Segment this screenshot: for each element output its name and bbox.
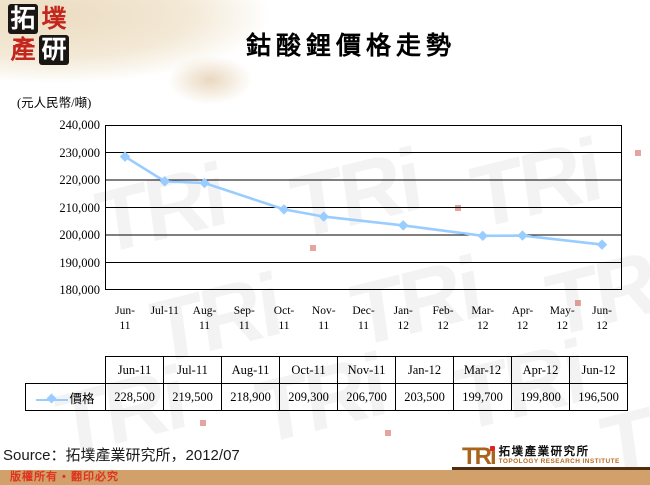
price-line-chart xyxy=(105,125,622,290)
y-axis-tick-label: 240,000 xyxy=(59,118,100,132)
table-header-cell: Mar-12 xyxy=(453,356,512,384)
watermark-red-dot-icon xyxy=(200,420,206,426)
price-series-line xyxy=(124,155,603,246)
y-axis-tick-label: 190,000 xyxy=(59,255,100,270)
table-header-cell: Aug-11 xyxy=(221,356,280,384)
table-value-cell: 219,500 xyxy=(163,383,222,411)
tri-logo-names: 拓墣產業研究所 TOPOLOGY RESEARCH INSTITUTE xyxy=(499,446,620,467)
y-axis-tick-label: 210,000 xyxy=(59,200,100,215)
x-axis-tick-label: Jan- 12 xyxy=(393,305,413,332)
x-axis-tick-label: Jul-11 xyxy=(150,305,179,317)
logo-char: 墣 xyxy=(41,6,67,33)
table-value-cell: 203,500 xyxy=(395,383,454,411)
table-value-cell: 206,700 xyxy=(337,383,396,411)
data-point-diamond-marker xyxy=(278,204,290,215)
copyright-bar: 版權所有 • 翻印必究 xyxy=(0,470,650,485)
watermark-red-dot-icon xyxy=(385,430,391,436)
data-point-diamond-marker xyxy=(477,230,488,242)
x-axis-tick-labels: Jun- 11 Jul-11 Aug- 11 Sep- 11 Oct- 11 Nov- 11 Dec-… xyxy=(105,304,622,340)
x-axis-tick-label: Apr- 12 xyxy=(511,305,534,332)
tri-logo: TRi 拓墣產業研究所 TOPOLOGY RESEARCH INSTITUTE xyxy=(452,443,650,470)
watermark-red-dot-icon xyxy=(635,150,641,156)
table-header-cell: Jun-11 xyxy=(105,356,164,384)
page-title: 鈷酸鋰價格走勢 xyxy=(245,33,456,60)
table-value-cell: 199,800 xyxy=(511,383,570,411)
data-point-diamond-marker xyxy=(318,211,329,222)
table-header-cell: Nov-11 xyxy=(337,356,396,384)
x-axis-tick-label: May- 12 xyxy=(549,305,575,332)
series-legend-cell: 價格 xyxy=(25,383,106,411)
y-axis-tick-label: 200,000 xyxy=(59,228,100,242)
x-axis-tick-label: Aug- 11 xyxy=(192,305,217,332)
x-axis-tick-label: Feb- 12 xyxy=(432,305,454,332)
table-value-cell: 218,900 xyxy=(221,383,280,411)
y-axis-tick-label: 230,000 xyxy=(59,145,100,160)
x-axis-tick-label: Nov- 11 xyxy=(311,305,336,332)
table-header-cell: Oct-11 xyxy=(279,356,338,384)
x-axis-tick-label: Jun- 12 xyxy=(592,305,612,332)
copyright-text: 版權所有 • 翻印必究 xyxy=(10,471,119,483)
x-axis-tick-label: Mar- 12 xyxy=(471,305,495,332)
data-point-diamond-marker xyxy=(199,177,210,189)
table-value-cell: 199,700 xyxy=(453,383,512,411)
y-axis-tick-label: 180,000 xyxy=(59,283,100,297)
tri-logo-red-dot-icon xyxy=(489,446,495,451)
table-header-cell: Jul-11 xyxy=(163,356,222,384)
logo-char: 拓 xyxy=(8,4,38,34)
x-axis-tick-label: Oct- 11 xyxy=(273,305,295,332)
y-axis-tick-label: 220,000 xyxy=(59,173,100,187)
table-header-cell: Apr-12 xyxy=(511,356,570,384)
company-logo: 拓 墣 產 研 xyxy=(8,4,69,65)
data-point-diamond-marker xyxy=(398,220,409,231)
tri-name-chinese: 拓墣產業研究所 xyxy=(498,446,590,458)
plot-border xyxy=(105,125,622,290)
logo-char: 研 xyxy=(39,35,69,65)
legend-line-marker-icon xyxy=(36,398,69,401)
tri-name-english: TOPOLOGY RESEARCH INSTITUTE xyxy=(498,458,620,465)
table-value-cell: 196,500 xyxy=(569,383,628,411)
price-data-table: Jun-11 Jul-11 Aug-11 Oct-11 Nov-11 Jan-12 Mar-… xyxy=(25,356,628,411)
x-axis-tick-label: Jun- 11 xyxy=(115,305,135,332)
x-axis-tick-label: Dec- 11 xyxy=(352,305,375,332)
data-point-diamond-marker xyxy=(517,230,528,241)
data-point-diamond-marker xyxy=(596,239,608,250)
table-value-cell: 209,300 xyxy=(279,383,338,411)
x-axis-tick-label: Sep- 11 xyxy=(233,305,255,332)
legend-label: 價格 xyxy=(69,391,95,406)
table-value-row: 價格 228,500 219,500 218,900 209,300 206,700 20… xyxy=(25,383,628,411)
table-header-cell: Jan-12 xyxy=(395,356,454,384)
y-axis-unit-label: (元人民幣/噸) xyxy=(17,96,92,110)
logo-char: 產 xyxy=(10,37,36,64)
table-value-cell: 228,500 xyxy=(105,383,164,411)
table-header-cell: Jun-12 xyxy=(569,356,628,384)
table-header-row: Jun-11 Jul-11 Aug-11 Oct-11 Nov-11 Jan-12 Mar-… xyxy=(26,356,628,384)
source-note: Source：拓墣產業研究所，2012/07 xyxy=(3,447,240,464)
tri-logo-text: TRi xyxy=(462,443,497,470)
table-corner-spacer xyxy=(26,357,106,384)
